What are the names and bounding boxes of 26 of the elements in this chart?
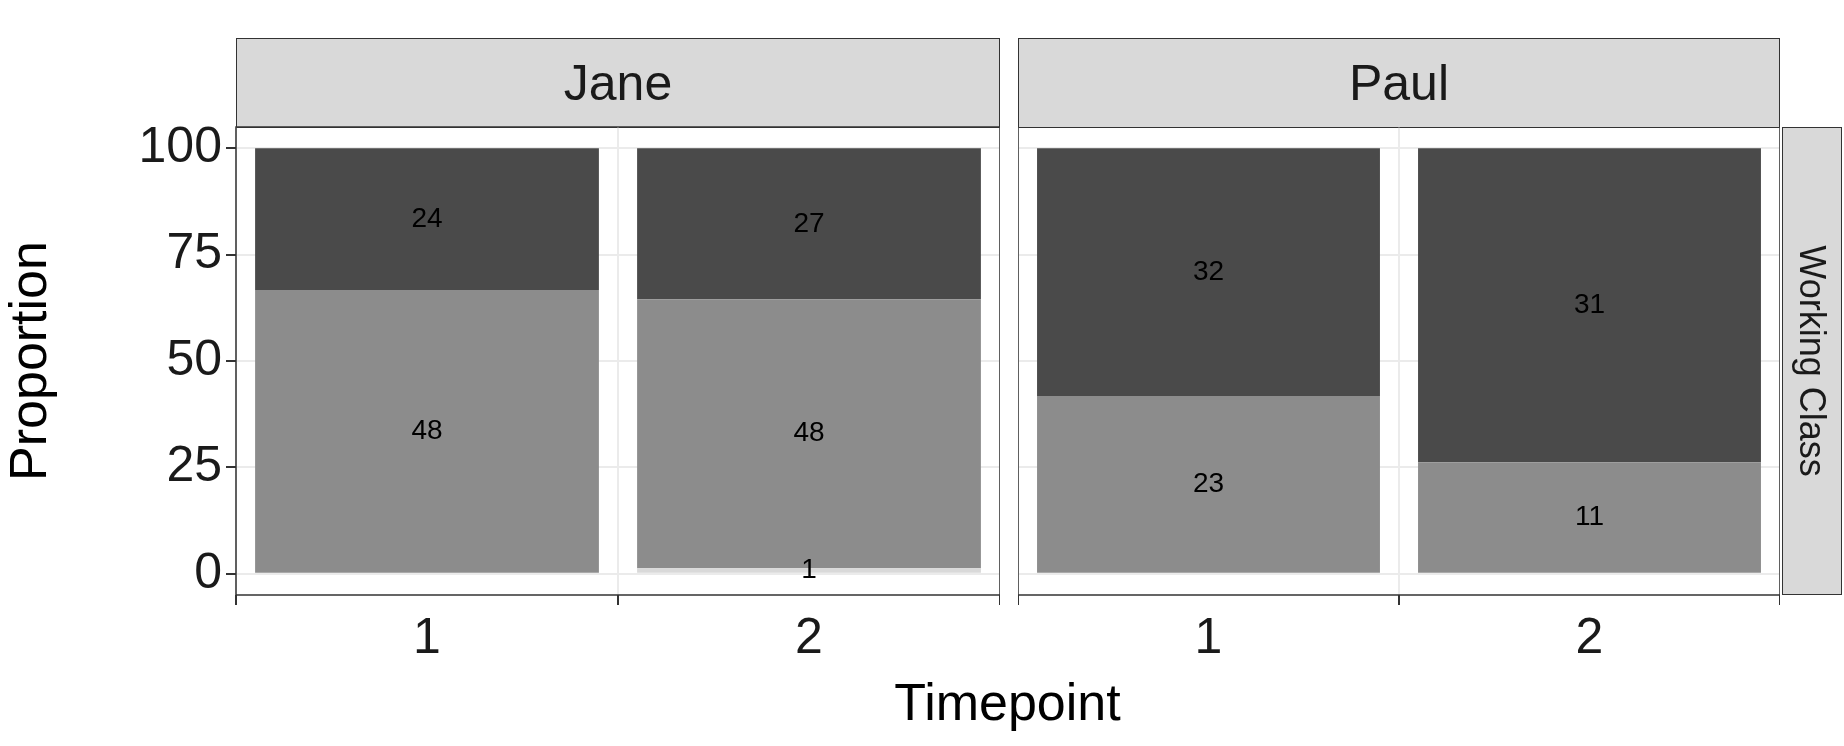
y-tick-label: 0 [194,542,222,599]
chart-title: Jane [236,38,1000,128]
y-axis-title: Proportion [0,241,57,481]
annotation: 1 [801,553,817,585]
bar [255,148,599,290]
annotation: 48 [411,414,443,446]
annotation: 11 [1574,500,1605,532]
annotation: 23 [1192,467,1225,499]
y-tick-label: 75 [166,223,222,280]
annotation: 31 [1573,287,1606,319]
x-tick-label: 2 [1575,607,1604,664]
y-tick-label: 25 [166,436,222,493]
annotation: 27 [793,206,825,238]
y-tick-label: 100 [138,117,222,174]
x-axis-title: Timepoint [893,672,1122,732]
x-tick-label: 1 [1194,607,1223,664]
annotation: 24 [411,201,443,233]
y-tick-label: 50 [166,329,222,386]
annotation: 32 [1192,254,1225,286]
text: Working Class [1791,245,1833,477]
bar [255,289,599,573]
x-tick-label: 2 [795,607,823,664]
chart-title: Paul [1018,38,1780,128]
bar [637,148,981,300]
x-tick-label: 1 [413,607,441,664]
annotation: 48 [793,416,825,448]
